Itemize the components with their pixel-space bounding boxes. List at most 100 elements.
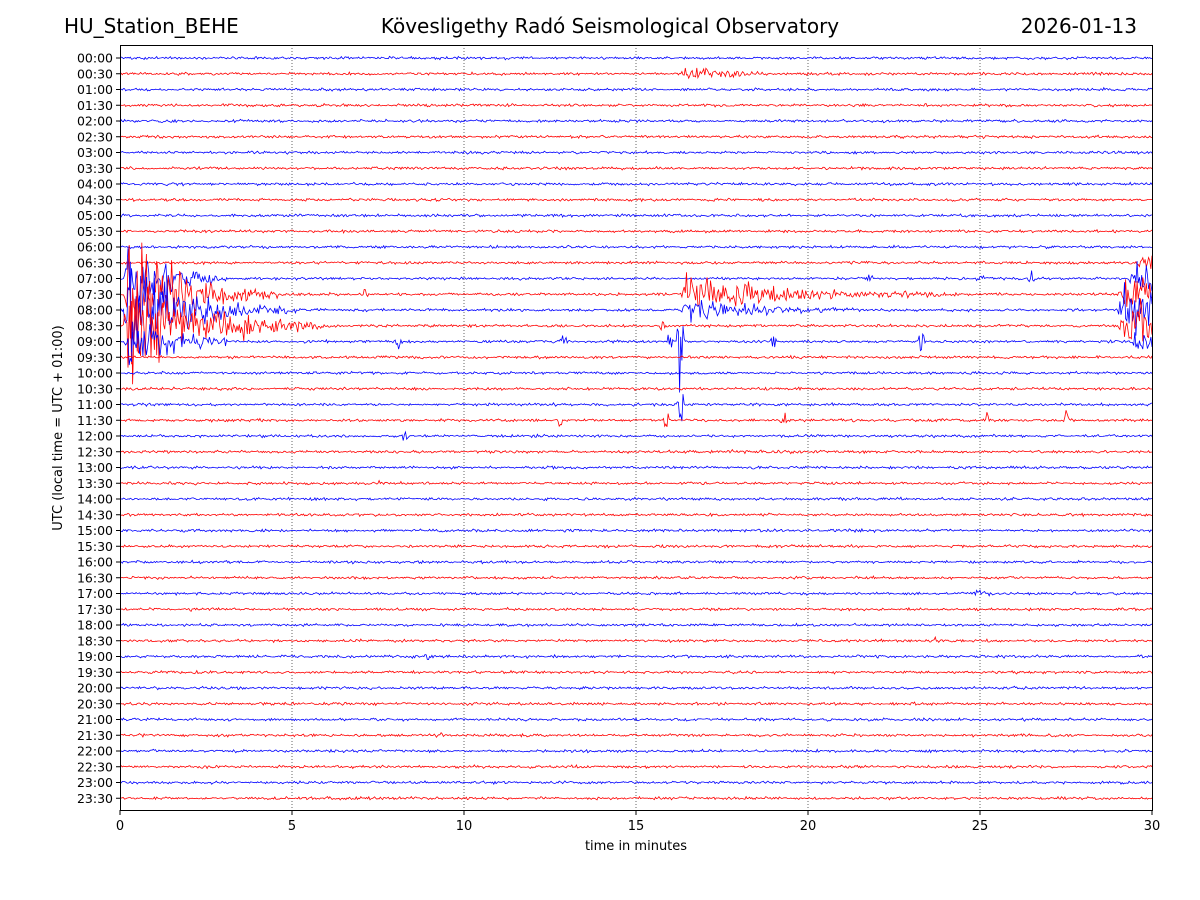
y-tick-label-0500: 05:00 [77,208,113,223]
trace-0100 [120,86,1153,92]
date-title: 2026-01-13 [1020,14,1137,38]
y-tick-label-2130: 21:30 [77,728,113,743]
trace-1630 [120,575,1153,581]
y-tick-label-0630: 06:30 [77,255,113,270]
y-tick-label-1630: 16:30 [77,570,113,585]
trace-0900 [119,324,1153,393]
trace-1430 [119,512,1153,518]
x-tick-label-0: 0 [116,819,124,834]
y-tick-label-2000: 20:00 [77,681,113,696]
y-tick-label-0530: 05:30 [77,224,113,239]
trace-2200 [119,748,1153,754]
trace-0600 [119,244,1153,250]
y-tick-label-1730: 17:30 [77,602,113,617]
trace-0230 [119,134,1153,140]
y-tick-label-1100: 11:00 [77,397,113,412]
y-tick-label-0130: 01:30 [77,98,113,113]
trace-0400 [119,181,1153,187]
y-tick-label-0700: 07:00 [77,271,113,286]
x-axis: 0 5 10 15 20 25 30 [116,810,1160,834]
y-tick-label-0330: 03:30 [77,161,113,176]
trace-1000 [119,370,1153,376]
y-tick-label-0900: 09:00 [77,334,113,349]
trace-0930 [119,354,1153,360]
station-title: HU_Station_BEHE [64,14,239,38]
trace-2130 [119,732,1153,739]
y-axis: 00:0000:3001:0001:3002:0002:3003:0003:30… [77,51,120,806]
x-tick-label-20: 20 [800,819,817,834]
y-tick-label-0230: 02:30 [77,129,113,144]
y-tick-label-1930: 19:30 [77,665,113,680]
trace-0430 [119,197,1153,203]
trace-1800 [119,622,1153,628]
chart-title: Kövesligethy Radó Seismological Observat… [380,14,840,38]
trace-1230 [119,448,1153,455]
y-tick-label-0300: 03:00 [77,145,113,160]
trace-1930 [119,669,1153,675]
trace-0030 [119,67,1153,80]
trace-1330 [119,479,1153,486]
trace-1530 [119,543,1153,549]
trace-2100 [119,717,1153,722]
y-tick-label-2200: 22:00 [77,744,113,759]
x-tick-label-5: 5 [288,819,296,834]
x-tick-label-25: 25 [972,819,989,834]
trace-1700 [119,589,1153,597]
y-tick-label-1530: 15:30 [77,539,113,554]
trace-0300 [119,150,1153,155]
trace-0200 [119,118,1153,124]
y-tick-label-0800: 08:00 [77,303,113,318]
y-tick-label-1500: 15:00 [77,523,113,538]
y-tick-label-1030: 10:30 [77,381,113,396]
x-axis-label: time in minutes [585,839,687,854]
trace-1730 [119,606,1153,613]
trace-1100 [119,394,1153,422]
y-tick-label-0000: 00:00 [77,51,113,66]
seismogram-traces [119,55,1153,801]
trace-1200 [119,430,1153,441]
y-tick-label-0430: 04:30 [77,192,113,207]
y-tick-label-0830: 08:30 [77,318,113,333]
y-tick-label-1830: 18:30 [77,633,113,648]
y-tick-label-1230: 12:30 [77,444,113,459]
trace-1400 [119,496,1153,502]
y-tick-label-0030: 00:30 [77,66,113,81]
trace-2230 [119,764,1153,770]
trace-2300 [119,780,1153,786]
y-tick-label-2100: 21:00 [77,712,113,727]
trace-0700 [119,248,1153,313]
x-tick-label-15: 15 [628,819,645,834]
y-tick-label-0200: 02:00 [77,114,113,129]
y-tick-label-1800: 18:00 [77,618,113,633]
y-tick-label-1130: 11:30 [77,413,113,428]
trace-1830 [119,635,1153,644]
y-tick-label-1430: 14:30 [77,507,113,522]
y-tick-label-0930: 09:30 [77,350,113,365]
trace-1900 [119,653,1153,661]
y-tick-label-0730: 07:30 [77,287,113,302]
y-tick-label-1330: 13:30 [77,476,113,491]
y-tick-label-2030: 20:30 [77,696,113,711]
y-tick-label-1000: 10:00 [77,366,113,381]
trace-2000 [119,685,1153,691]
x-tick-label-10: 10 [456,819,473,834]
trace-1030 [119,386,1153,392]
y-tick-label-1200: 12:00 [77,429,113,444]
y-tick-label-0400: 04:00 [77,177,113,192]
grid-lines [291,45,981,810]
y-axis-label: UTC (local time = UTC + 01:00) [51,325,66,530]
y-tick-label-1700: 17:00 [77,586,113,601]
y-tick-label-0100: 01:00 [77,82,113,97]
trace-0330 [119,165,1153,171]
y-tick-label-1600: 16:00 [77,555,113,570]
y-tick-label-1900: 19:00 [77,649,113,664]
trace-1300 [119,465,1153,471]
x-tick-label-30: 30 [1144,819,1161,834]
trace-2030 [119,701,1153,707]
trace-0830 [119,270,1153,385]
trace-0530 [119,228,1153,235]
trace-1500 [119,527,1153,534]
trace-1600 [119,559,1153,565]
y-tick-label-0600: 06:00 [77,240,113,255]
